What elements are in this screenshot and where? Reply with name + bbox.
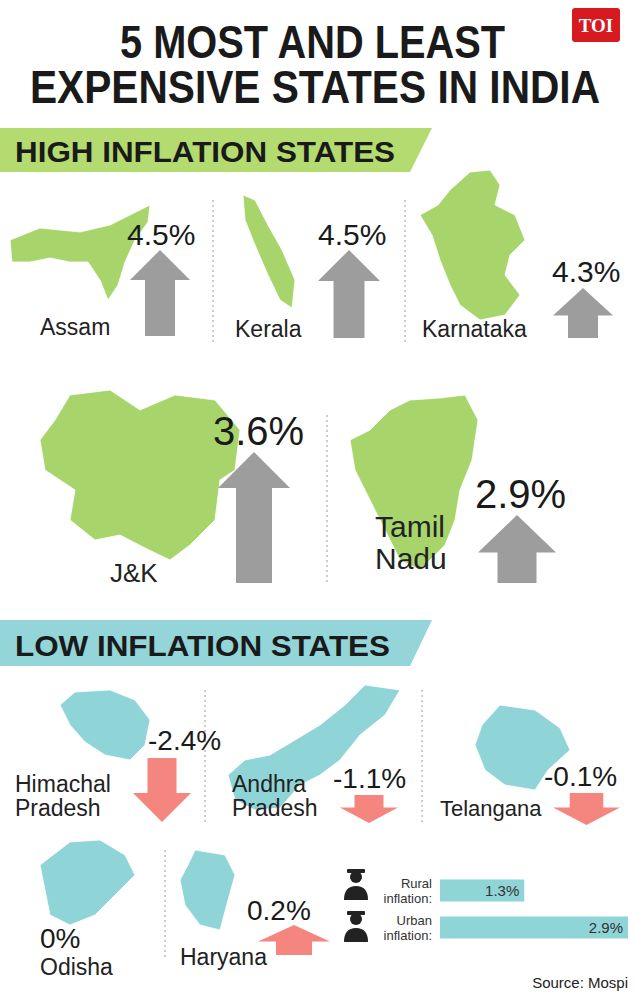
svg-text:HIGH INFLATION STATES: HIGH INFLATION STATES [15, 135, 395, 168]
svg-text:-2.4%: -2.4% [148, 725, 221, 756]
svg-text:Telangana: Telangana [440, 796, 542, 821]
svg-text:Rural: Rural [401, 876, 432, 891]
svg-text:Karnataka: Karnataka [422, 316, 527, 342]
svg-text:0%: 0% [40, 923, 80, 954]
svg-text:Urban: Urban [397, 913, 432, 928]
svg-text:Haryana: Haryana [180, 944, 267, 970]
svg-text:EXPENSIVE STATES IN INDIA: EXPENSIVE STATES IN INDIA [30, 61, 600, 113]
svg-text:-0.1%: -0.1% [544, 761, 617, 792]
svg-text:5 MOST AND LEAST: 5 MOST AND LEAST [120, 16, 566, 68]
svg-text:-1.1%: -1.1% [333, 763, 406, 794]
svg-text:0.2%: 0.2% [247, 895, 311, 926]
svg-text:Himachal: Himachal [15, 771, 111, 797]
svg-text:TOI: TOI [579, 15, 614, 36]
svg-text:Andhra: Andhra [232, 771, 306, 797]
svg-text:1.3%: 1.3% [485, 882, 519, 899]
svg-text:Tamil: Tamil [375, 510, 445, 543]
svg-text:3.6%: 3.6% [213, 409, 304, 453]
svg-text:2.9%: 2.9% [475, 472, 566, 516]
svg-text:inflation:: inflation: [384, 891, 432, 906]
svg-text:4.3%: 4.3% [552, 255, 620, 288]
svg-text:J&K: J&K [110, 558, 158, 588]
svg-text:Kerala: Kerala [235, 316, 302, 342]
svg-text:Source: Mospi: Source: Mospi [532, 974, 628, 991]
svg-text:Assam: Assam [40, 314, 110, 340]
svg-text:2.9%: 2.9% [589, 919, 623, 936]
svg-text:Nadu: Nadu [375, 542, 447, 575]
svg-text:Pradesh: Pradesh [15, 795, 101, 821]
svg-text:LOW INFLATION STATES: LOW INFLATION STATES [15, 629, 390, 662]
svg-text:4.5%: 4.5% [127, 218, 195, 251]
svg-text:4.5%: 4.5% [318, 218, 386, 251]
svg-text:Odisha: Odisha [40, 954, 113, 980]
svg-text:Pradesh: Pradesh [232, 795, 318, 821]
svg-text:inflation:: inflation: [384, 928, 432, 943]
